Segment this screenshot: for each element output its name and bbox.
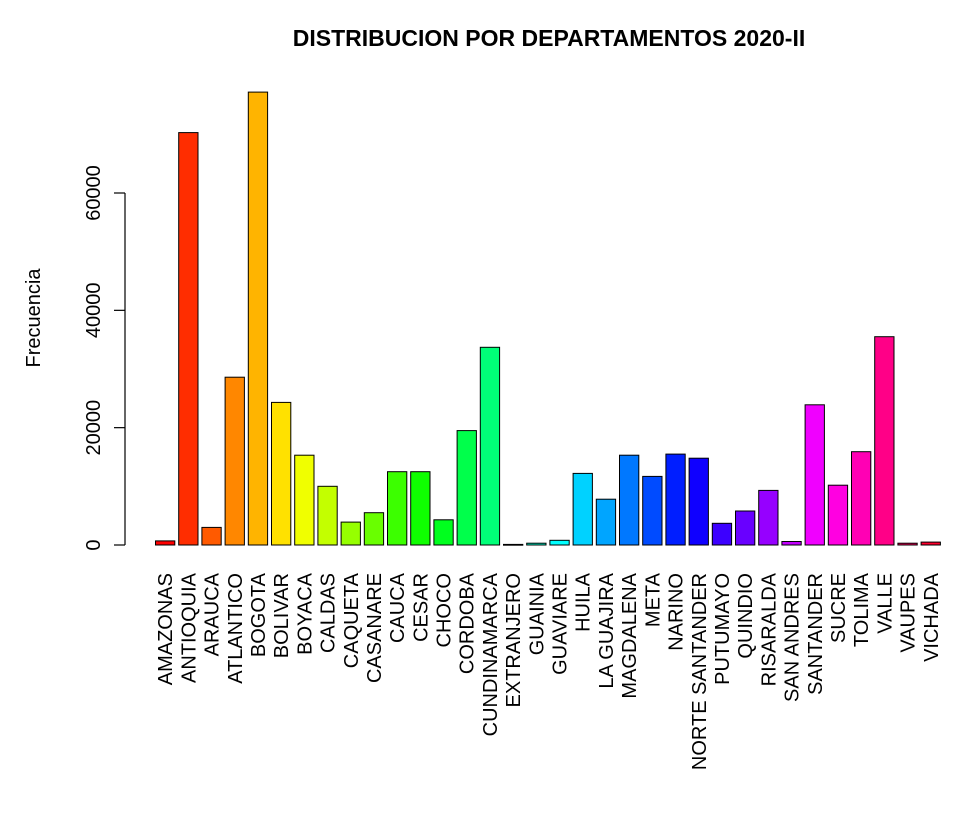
bars-group xyxy=(155,91,941,546)
x-category-label: CASANARE xyxy=(364,573,386,683)
x-category-label: VALLE xyxy=(874,573,896,634)
bar-quindio xyxy=(735,510,756,546)
x-category-label: EXTRANJERO xyxy=(503,573,525,707)
bar-narino xyxy=(665,453,686,546)
bar-santander xyxy=(804,404,825,546)
y-axis-label: Frecuencia xyxy=(23,268,45,368)
x-category-label: CORDOBA xyxy=(457,572,479,674)
x-category-label: PUTUMAYO xyxy=(712,573,734,685)
x-category-label: GUAVIARE xyxy=(550,573,572,675)
bar-sucre xyxy=(827,484,849,546)
y-axis: 0 20000 40000 60000 xyxy=(83,165,126,551)
bar-choco xyxy=(433,519,454,546)
bar-cordoba xyxy=(456,430,477,546)
bar-meta xyxy=(642,475,663,546)
bar-guaviare xyxy=(549,539,570,546)
y-tick-label: 60000 xyxy=(83,165,105,221)
bar-tolima xyxy=(851,451,872,546)
bar-boyaca xyxy=(294,454,315,546)
bar-cauca xyxy=(387,471,408,546)
x-category-label: CALDAS xyxy=(318,573,340,653)
bar-risaralda xyxy=(758,489,779,546)
bar-san-andres xyxy=(781,541,802,546)
bar-valle xyxy=(874,336,895,546)
x-category-label: BOLIVAR xyxy=(271,573,293,658)
x-category-label: SANTANDER xyxy=(805,573,827,695)
x-category-label: GUAINIA xyxy=(526,572,548,655)
y-tick-label: 40000 xyxy=(83,283,105,339)
y-tick-label: 20000 xyxy=(83,400,105,456)
x-category-label: VAUPES xyxy=(898,573,920,653)
x-category-label: BOGOTA xyxy=(248,572,270,657)
bar-antioquia xyxy=(178,132,199,546)
bar-cundinamarca xyxy=(479,346,501,546)
bar-casanare xyxy=(363,512,385,546)
x-category-label: CAUCA xyxy=(387,572,409,643)
bar-bolivar xyxy=(271,401,292,546)
bar-arauca xyxy=(201,526,222,546)
bar-vaupes xyxy=(897,542,918,546)
y-tick-label: 0 xyxy=(83,539,105,550)
x-category-label: BOYACA xyxy=(294,572,316,655)
bar-la-guajira xyxy=(595,498,617,546)
bar-bogota xyxy=(247,91,269,546)
x-category-label: CAQUETA xyxy=(341,572,363,668)
bar-magdalena xyxy=(619,454,640,546)
x-category-label: NARINO xyxy=(666,573,688,651)
x-category-label: HUILA xyxy=(573,572,595,632)
x-category-label: CESAR xyxy=(410,573,432,642)
bar-guainia xyxy=(526,542,547,546)
bar-atlantico xyxy=(224,376,245,546)
x-category-label: CUNDINAMARCA xyxy=(480,572,502,736)
x-category-label: RISARALDA xyxy=(758,572,780,686)
x-category-label: ARAUCA xyxy=(202,572,224,656)
bar-norte-santander xyxy=(688,457,709,546)
x-category-label: AMAZONAS xyxy=(155,573,177,685)
bar-putumayo xyxy=(711,522,733,546)
x-category-label: ATLANTICO xyxy=(225,573,247,684)
bar-amazonas xyxy=(155,540,176,546)
x-category-label: NORTE SANTANDER xyxy=(689,573,711,770)
x-category-label: LA GUAJIRA xyxy=(596,572,618,688)
x-category-label: MAGDALENA xyxy=(619,572,641,698)
x-category-label: ANTIOQUIA xyxy=(178,572,200,683)
x-category-label: SAN ANDRES xyxy=(782,573,804,702)
x-category-label: META xyxy=(642,572,664,627)
x-category-label: VICHADA xyxy=(921,572,943,662)
x-category-label: TOLIMA xyxy=(851,572,873,647)
bar-caqueta xyxy=(340,521,361,546)
chart-title: DISTRIBUCION POR DEPARTAMENTOS 2020-II xyxy=(293,25,805,51)
bar-cesar xyxy=(410,471,431,546)
bar-huila xyxy=(572,472,593,546)
x-category-label: QUINDIO xyxy=(735,573,757,659)
x-category-label: CHOCO xyxy=(434,573,456,647)
bar-caldas xyxy=(317,485,338,546)
x-axis-labels: AMAZONAS ANTIOQUIA ARAUCA ATLANTICO BOGOTA BO… xyxy=(155,572,943,770)
bar-extranjero xyxy=(503,543,524,546)
bar-vichada xyxy=(920,541,941,546)
x-category-label: SUCRE xyxy=(828,573,850,643)
